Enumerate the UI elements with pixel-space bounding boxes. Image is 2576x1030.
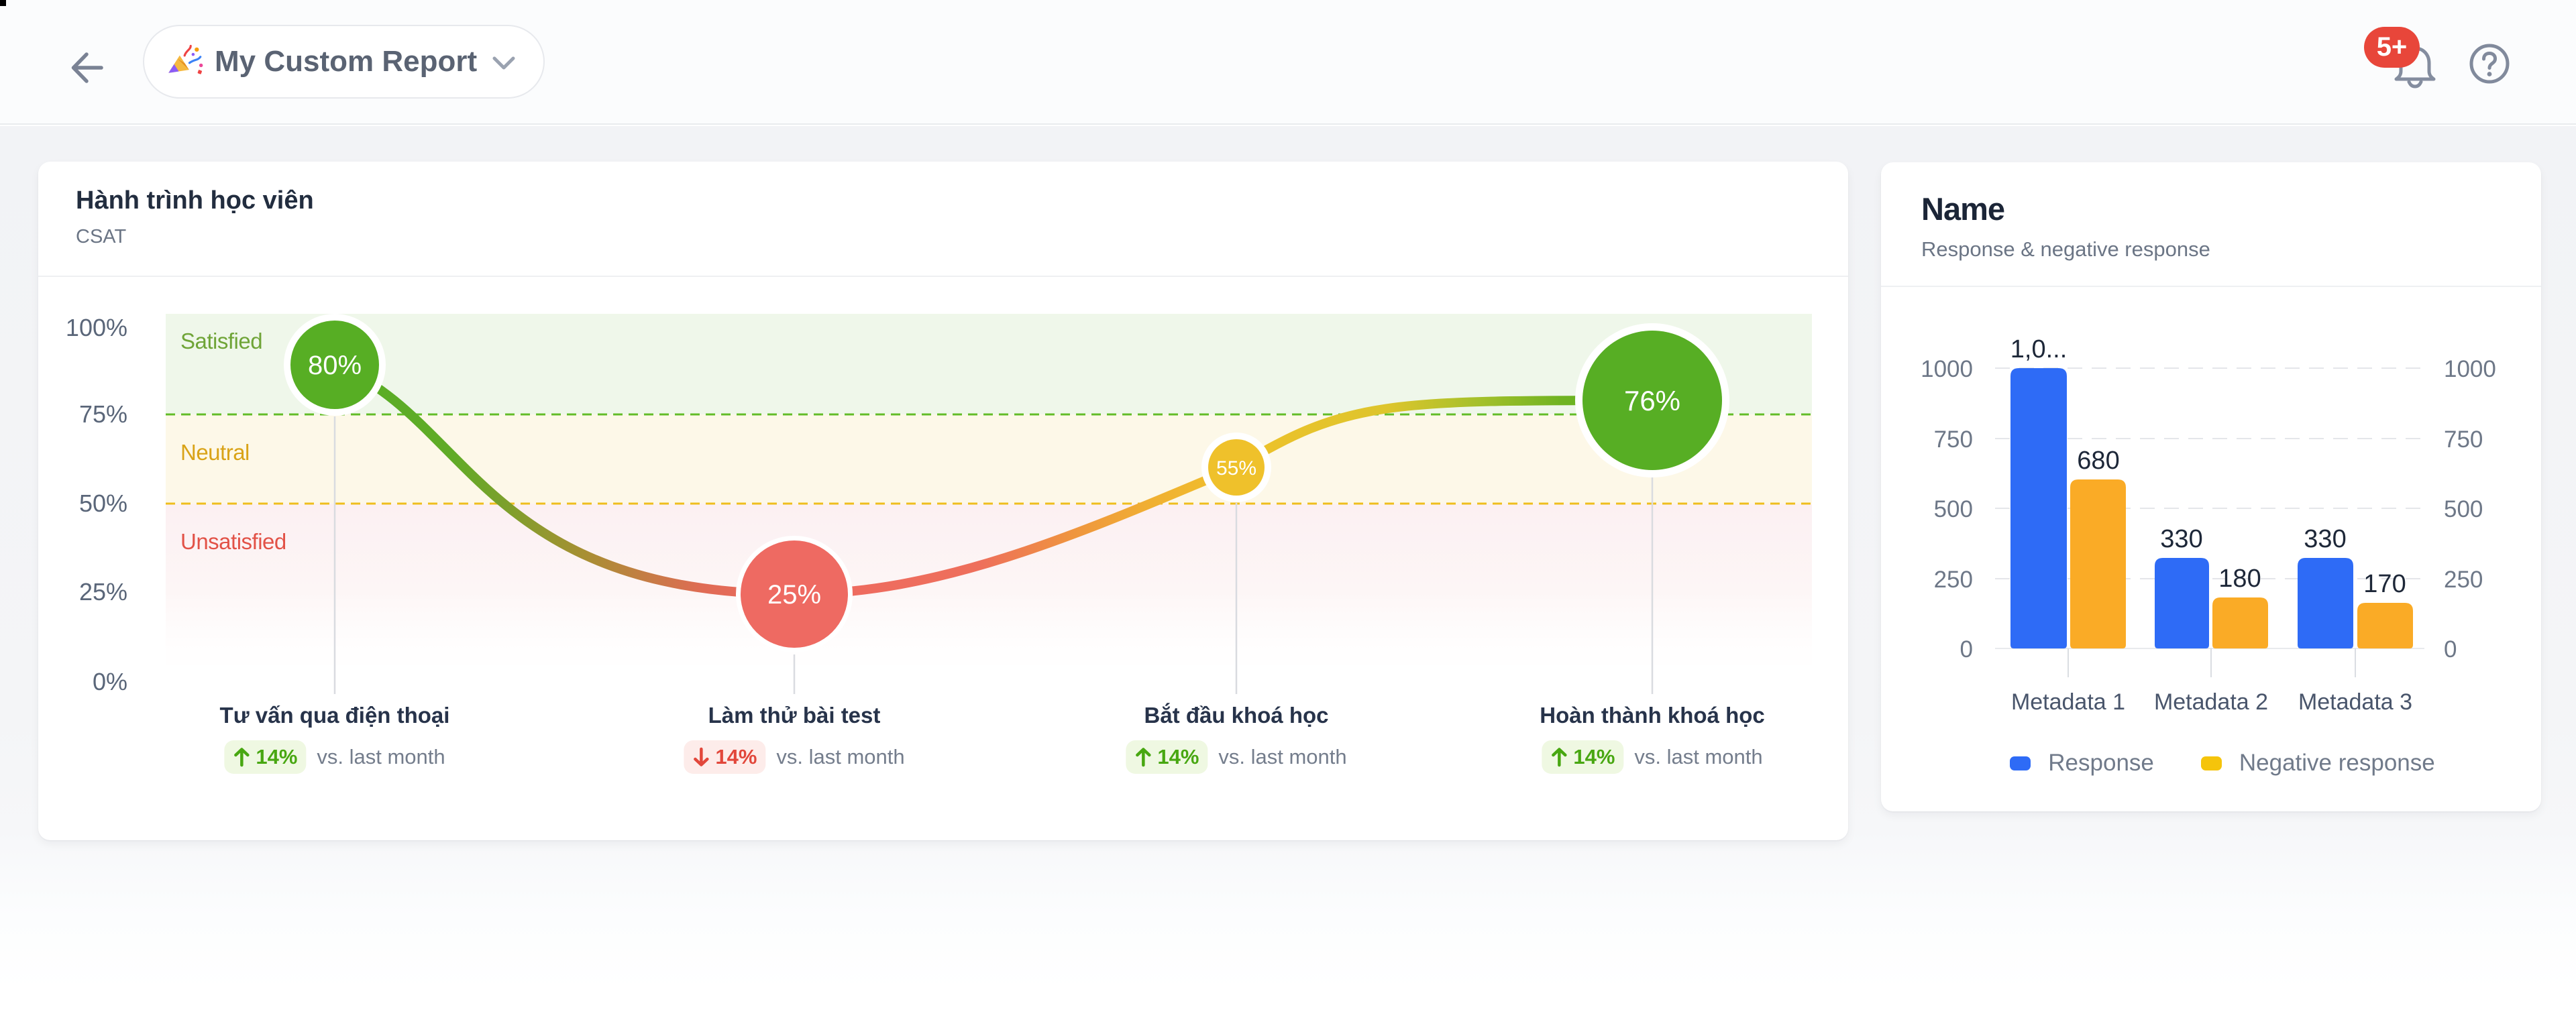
svg-text:50%: 50% xyxy=(79,490,127,517)
svg-text:0%: 0% xyxy=(93,668,127,695)
svg-text:75%: 75% xyxy=(79,400,127,428)
svg-text:100%: 100% xyxy=(66,314,127,341)
svg-text:Neutral: Neutral xyxy=(180,440,250,465)
svg-text:25%: 25% xyxy=(79,578,127,606)
svg-text:25%: 25% xyxy=(767,580,821,610)
svg-text:Satisfied: Satisfied xyxy=(180,329,262,353)
svg-text:76%: 76% xyxy=(1624,385,1680,416)
svg-text:Unsatisfied: Unsatisfied xyxy=(180,529,286,554)
svg-text:55%: 55% xyxy=(1216,457,1256,479)
svg-text:80%: 80% xyxy=(308,351,362,380)
